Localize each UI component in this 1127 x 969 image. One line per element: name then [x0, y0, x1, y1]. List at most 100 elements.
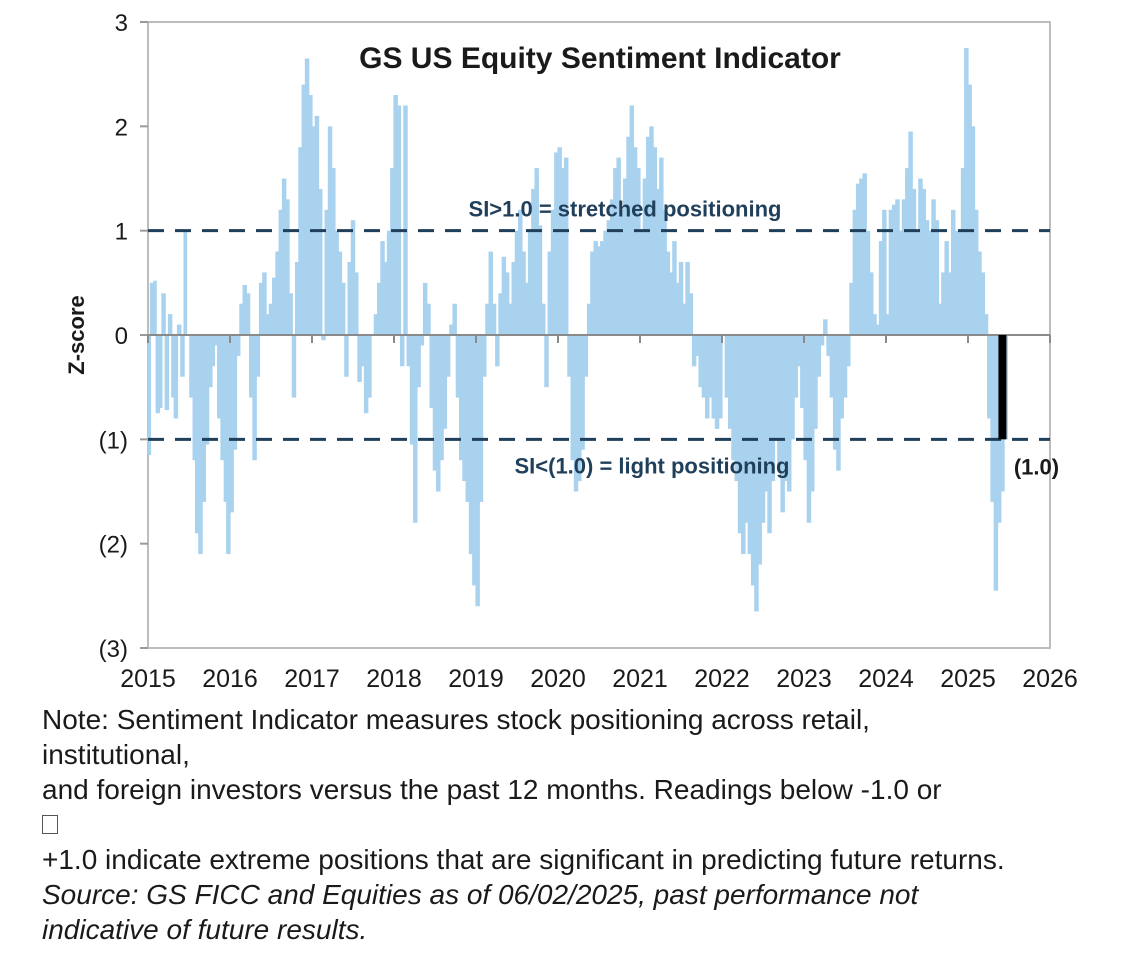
data-bar [777, 335, 782, 471]
data-bar [354, 272, 359, 335]
data-bar [787, 335, 792, 492]
data-bar [180, 335, 185, 377]
data-bar [501, 256, 507, 335]
data-bar [239, 303, 244, 335]
data-bar [796, 335, 802, 367]
data-bar [944, 241, 949, 335]
data-bar [645, 136, 651, 335]
data-bar [744, 335, 749, 523]
data-bar [416, 335, 421, 388]
data-bar [895, 199, 900, 335]
data-bar [317, 188, 323, 335]
data-bar [596, 246, 602, 335]
data-bar [727, 335, 733, 429]
data-bar [344, 335, 349, 377]
data-bar [790, 335, 795, 440]
data-bar [426, 303, 431, 335]
data-bar [609, 199, 615, 335]
data-bar [711, 335, 717, 419]
data-bar [211, 335, 216, 367]
data-bar [806, 335, 812, 523]
data-bar [983, 314, 989, 335]
data-bar [616, 157, 621, 335]
x-tick-label: 2017 [284, 665, 340, 693]
data-bar [737, 335, 743, 534]
data-bar [849, 282, 854, 335]
data-bar [327, 126, 333, 335]
data-bar [213, 335, 219, 346]
data-bar [147, 335, 152, 455]
data-bar [659, 157, 664, 335]
data-bar [632, 147, 638, 335]
data-bar [754, 335, 759, 612]
data-bar [764, 335, 769, 492]
sentiment-chart-svg: 3 2 1 0 (1) (2) (3) Z-score 2015 2016 2017 2018 2019… [64, 10, 1078, 693]
source-line-1: Source: GS FICC and Equities as of 06/02… [42, 879, 919, 910]
data-bar [573, 335, 579, 492]
data-bar [652, 147, 657, 335]
data-bar [937, 303, 943, 335]
data-bar [793, 335, 799, 398]
data-bar [204, 335, 210, 445]
data-bar [201, 335, 206, 502]
x-tick-label: 2022 [694, 665, 750, 693]
data-bar [465, 335, 471, 502]
data-bar [432, 335, 438, 471]
data-bar [541, 303, 546, 335]
data-bar [773, 335, 779, 440]
x-tick-label: 2019 [448, 665, 504, 693]
data-bar [419, 335, 425, 346]
y-axis-title: Z-score [64, 295, 89, 374]
data-bar [194, 335, 200, 534]
data-bar [639, 230, 644, 335]
data-bar [301, 84, 307, 335]
data-bar [298, 147, 303, 335]
data-bar [337, 251, 343, 335]
data-bar [682, 303, 687, 335]
data-bar [947, 272, 953, 335]
data-bar [855, 183, 861, 335]
data-bar [626, 136, 631, 335]
data-bar [990, 335, 995, 502]
data-bar [809, 335, 815, 492]
data-bar [223, 335, 228, 502]
data-bar [987, 335, 992, 419]
data-bar [603, 230, 608, 335]
data-bar [973, 209, 979, 335]
data-bar [885, 314, 890, 335]
data-bar [258, 282, 264, 335]
data-bar [800, 335, 805, 409]
data-bar [363, 335, 369, 414]
data-bar [377, 282, 382, 335]
data-bar [272, 277, 277, 335]
data-bar [422, 282, 428, 335]
latest-label: (1.0) [1014, 454, 1059, 479]
data-bar [826, 335, 831, 356]
data-bar [695, 335, 700, 356]
data-bar [390, 168, 395, 335]
data-bar [478, 335, 484, 502]
data-bar [911, 188, 917, 335]
data-bar [155, 335, 161, 414]
data-bar [836, 335, 841, 471]
data-bar [495, 335, 500, 367]
y-tick-label: (1) [99, 427, 128, 454]
data-bar [324, 209, 329, 335]
latest-bar [998, 335, 1007, 440]
data-bar [580, 335, 585, 450]
y-tick-label: 0 [115, 323, 128, 350]
data-bar [340, 282, 346, 335]
note-line-2: institutional, [42, 739, 190, 770]
stretched-label: SI>1.0 = stretched positioning [469, 197, 782, 222]
data-bar [498, 293, 503, 335]
data-bar [158, 335, 163, 409]
data-bar [619, 209, 625, 335]
data-bar [511, 261, 516, 335]
chart: 3 2 1 0 (1) (2) (3) Z-score 2015 2016 2017 2018 2019… [64, 10, 1078, 693]
data-bar [698, 335, 703, 388]
data-bar [560, 168, 566, 335]
data-bar [386, 230, 392, 335]
data-bar [176, 324, 182, 335]
data-bar [350, 220, 356, 335]
data-bar [655, 188, 661, 335]
